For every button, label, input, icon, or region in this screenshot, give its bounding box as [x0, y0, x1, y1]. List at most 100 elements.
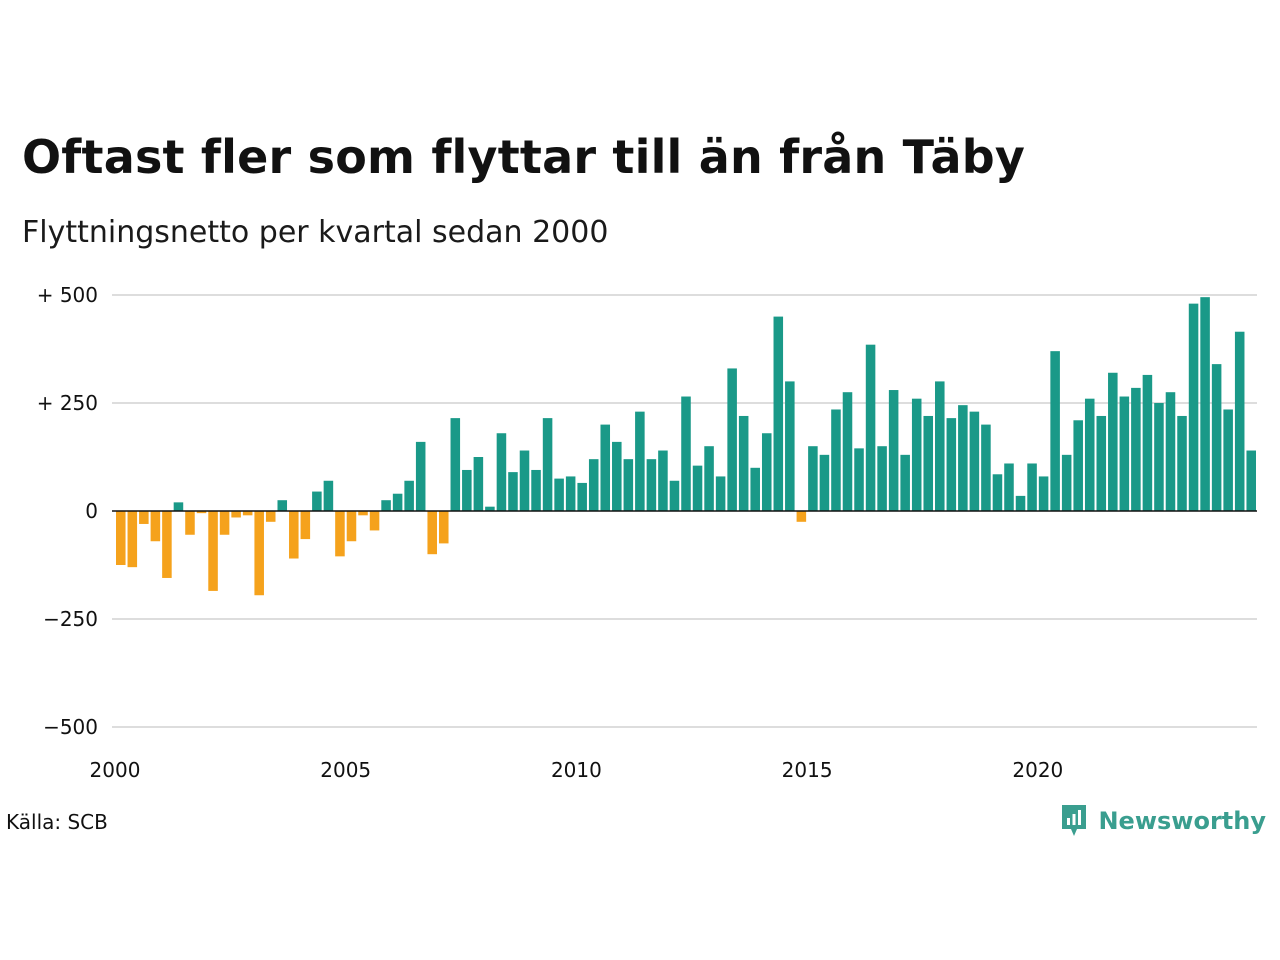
- bar: [796, 511, 807, 522]
- bar: [623, 459, 634, 511]
- bar: [946, 418, 957, 511]
- bar: [358, 511, 368, 516]
- bar: [981, 424, 991, 511]
- bar: [1027, 463, 1037, 511]
- bar: [346, 511, 357, 542]
- bar: [819, 454, 830, 511]
- bar: [1073, 420, 1083, 511]
- bar: [116, 511, 126, 565]
- bar: [1015, 495, 1026, 511]
- bar: [1154, 403, 1164, 511]
- bar: [681, 396, 691, 511]
- y-tick-label: + 500: [37, 283, 98, 307]
- bar: [392, 493, 403, 511]
- bar: [958, 405, 968, 511]
- bar: [554, 478, 564, 511]
- bar: [785, 381, 795, 511]
- bar: [565, 476, 576, 511]
- bar: [162, 511, 172, 578]
- bar: [1096, 415, 1107, 511]
- bar: [300, 511, 311, 540]
- bar: [127, 511, 138, 568]
- bar: [185, 511, 195, 535]
- x-tick-label: 2015: [782, 758, 833, 782]
- bar: [831, 409, 841, 511]
- bar: [877, 446, 887, 511]
- bar: [496, 433, 507, 511]
- bar: [750, 467, 760, 511]
- source-note: Källa: SCB: [6, 810, 108, 834]
- bar: [727, 368, 737, 511]
- bar: [150, 511, 161, 542]
- bar: [173, 502, 184, 511]
- bar: [888, 390, 899, 511]
- x-tick-label: 2000: [90, 758, 141, 782]
- chart-subtitle: Flyttningsnetto per kvartal sedan 2000: [22, 215, 609, 250]
- bar: [1246, 450, 1256, 511]
- bar: [265, 511, 276, 522]
- bar: [139, 511, 149, 524]
- bar: [992, 474, 1003, 511]
- bar: [277, 500, 288, 511]
- bar: [854, 448, 864, 511]
- bar: [635, 411, 645, 511]
- bar: [381, 500, 391, 511]
- bar: [242, 511, 253, 516]
- bar: [1119, 396, 1130, 511]
- bar: [1234, 331, 1245, 511]
- bar: [865, 344, 876, 511]
- bar: [485, 506, 495, 511]
- bar: [808, 446, 818, 511]
- bar: [1200, 297, 1210, 511]
- y-tick-label: 0: [85, 499, 98, 523]
- axes: + 500 + 250 0 −250 −500 2000 2005 2010 2015 2020: [37, 283, 1257, 782]
- bar: [588, 459, 599, 511]
- bars: [116, 297, 1256, 596]
- bar: [1211, 364, 1222, 511]
- brand-name: Newsworthy: [1098, 807, 1266, 835]
- x-tick-label: 2020: [1012, 758, 1063, 782]
- bar: [1108, 372, 1118, 511]
- bar: [1004, 463, 1014, 511]
- bar: [219, 511, 230, 535]
- bar: [404, 480, 414, 511]
- bar: [969, 411, 980, 511]
- bar: [1084, 398, 1095, 511]
- bar: [1188, 303, 1199, 511]
- bar: [519, 450, 530, 511]
- bar: [646, 459, 657, 511]
- bar: [289, 511, 299, 559]
- bar: [761, 433, 772, 511]
- bar: [369, 511, 380, 531]
- bar: [254, 511, 264, 596]
- bar: [704, 446, 714, 511]
- bar: [335, 511, 345, 557]
- bar: [1223, 409, 1233, 511]
- bar: [415, 441, 426, 511]
- bar: [323, 480, 334, 511]
- bar: [911, 398, 922, 511]
- y-tick-label: −500: [43, 715, 98, 739]
- bar: [715, 476, 726, 511]
- bar: [208, 511, 218, 591]
- bar: [1165, 392, 1176, 511]
- bar: [1131, 387, 1141, 511]
- bar: [473, 457, 484, 511]
- bar: [577, 482, 587, 511]
- newsworthy-logo-icon: [1062, 805, 1087, 836]
- bar: [1038, 476, 1049, 511]
- bar: [231, 511, 241, 518]
- bar: [900, 454, 910, 511]
- bar: [542, 418, 553, 511]
- bar: [450, 418, 461, 511]
- bar: [692, 465, 703, 511]
- bar: [935, 381, 945, 511]
- x-tick-label: 2010: [551, 758, 602, 782]
- bar: [462, 469, 472, 511]
- bar: [738, 415, 749, 511]
- bar: [531, 469, 541, 511]
- y-tick-label: −250: [43, 607, 98, 631]
- bar: [438, 511, 449, 544]
- bar: [600, 424, 611, 511]
